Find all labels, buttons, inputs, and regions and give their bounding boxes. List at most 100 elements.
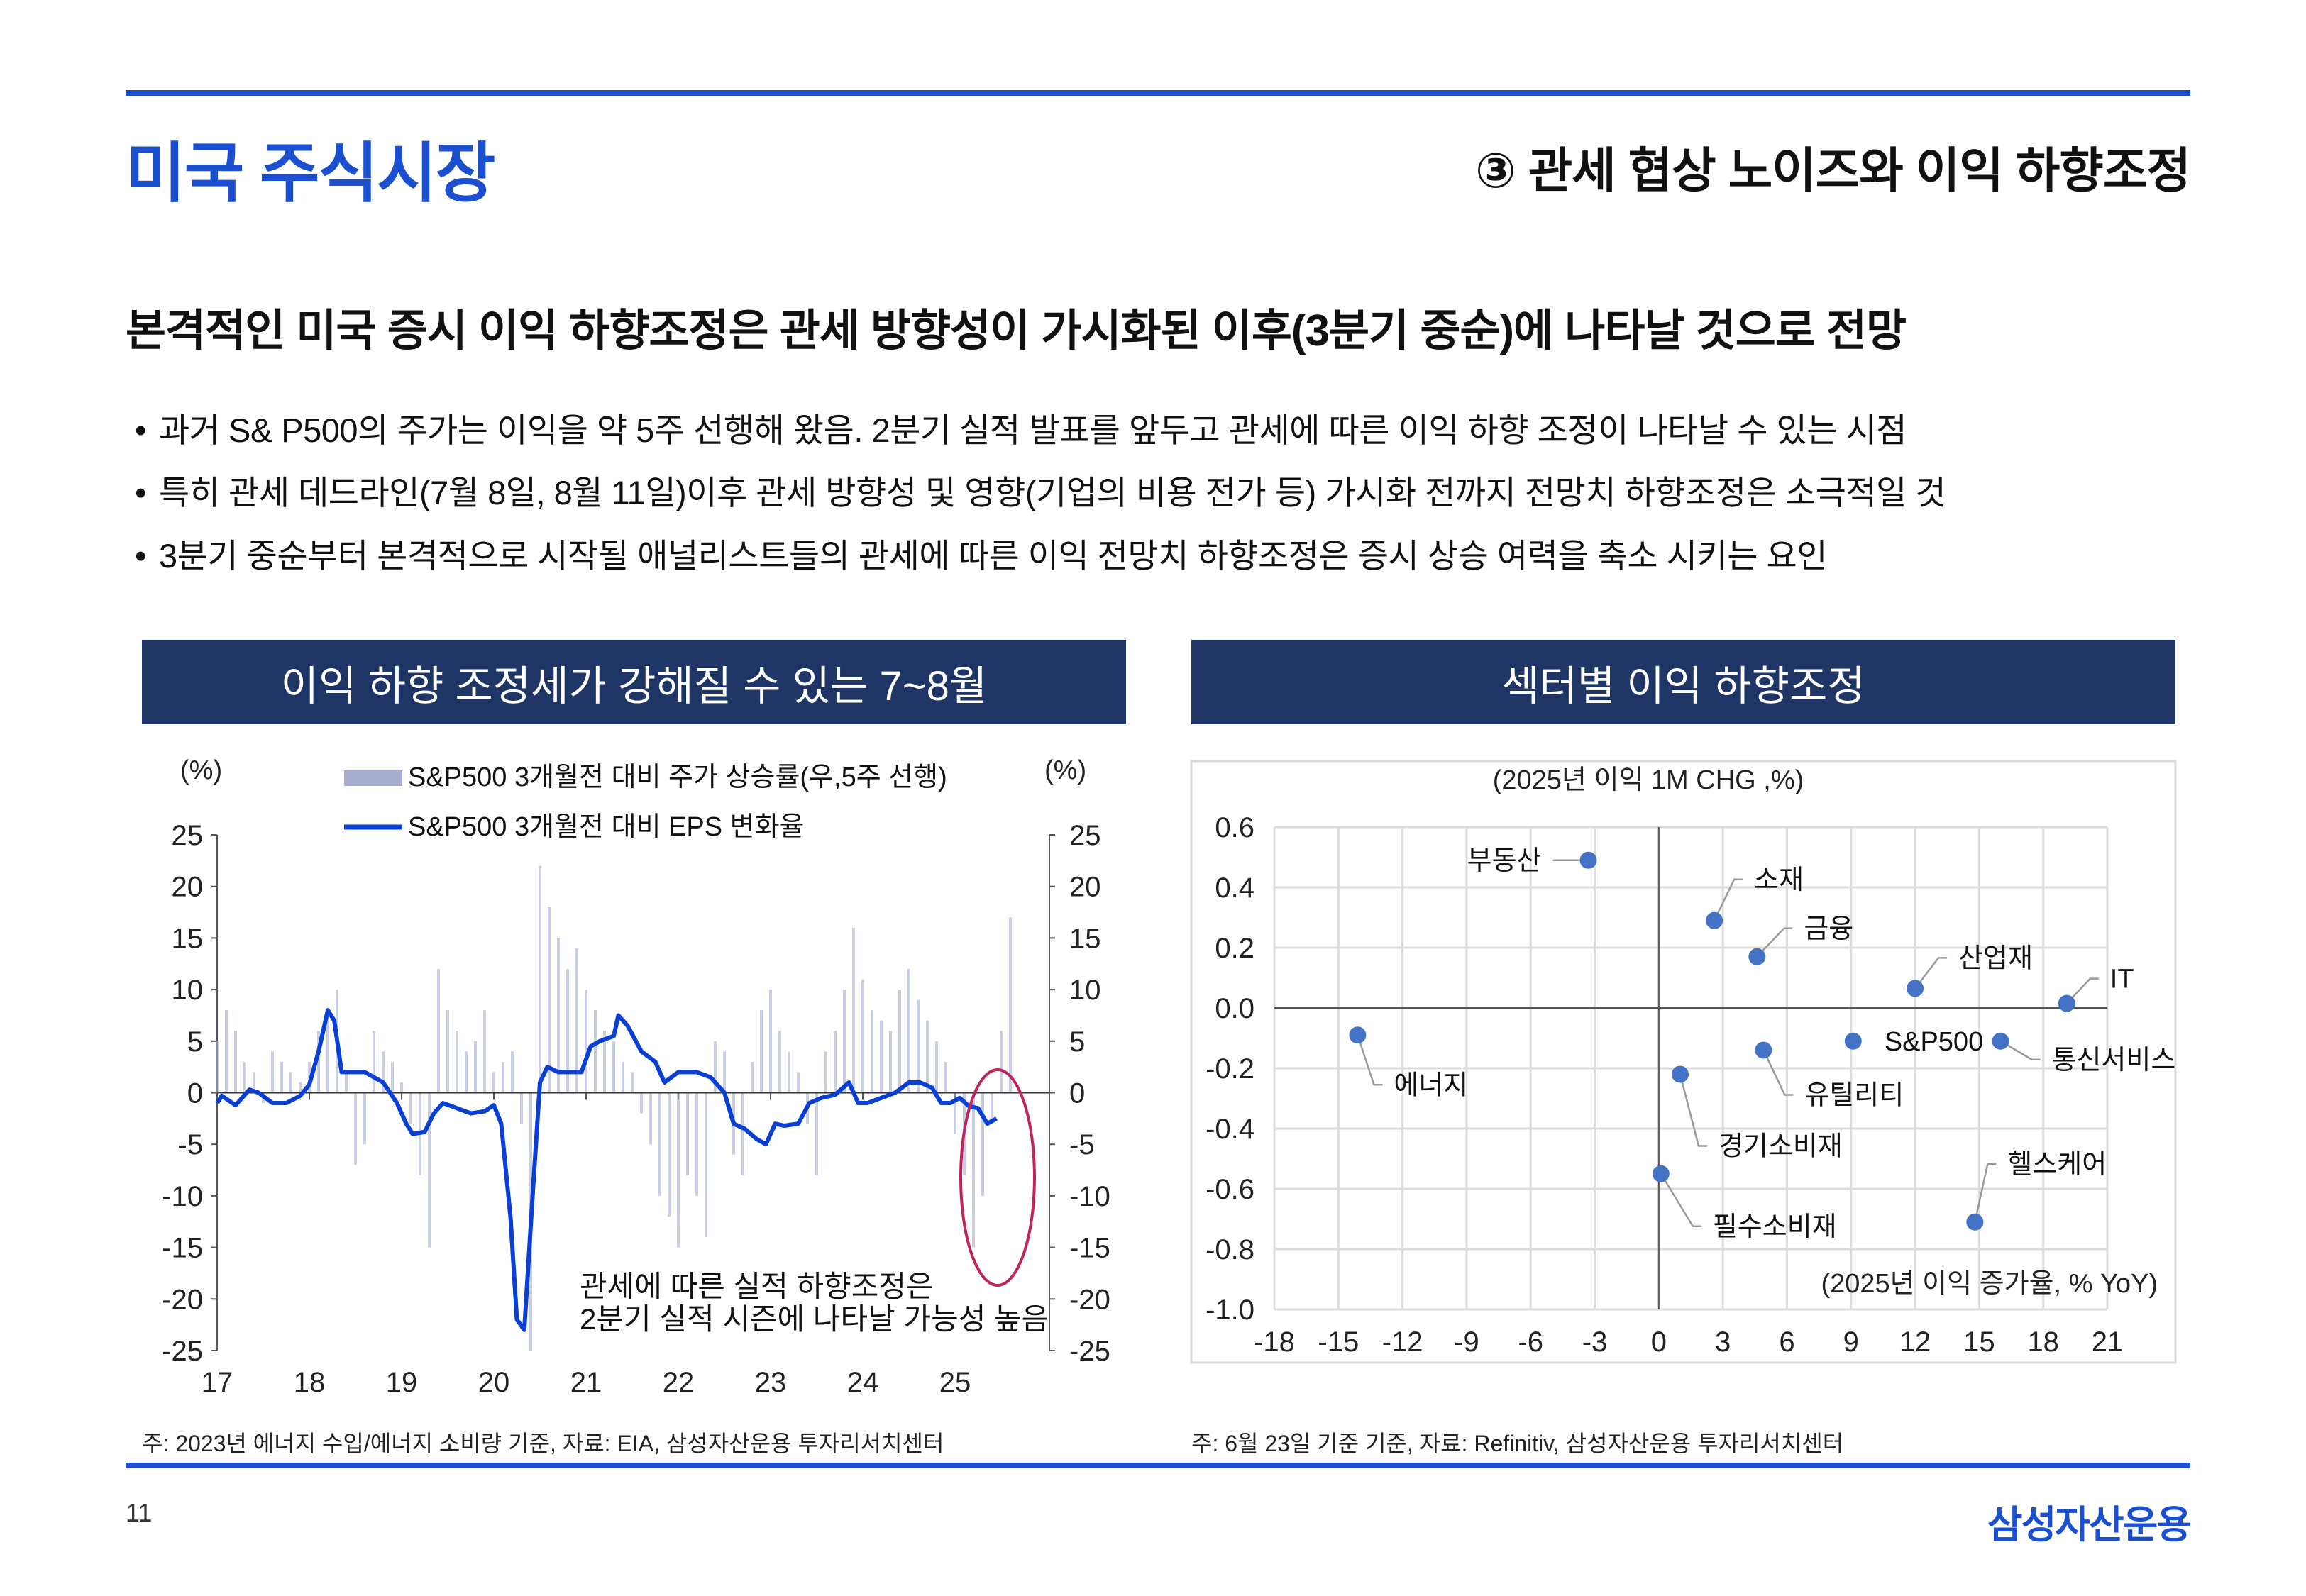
data-point [1579, 851, 1597, 869]
data-point [1755, 1041, 1772, 1059]
x-tick-label: 23 [755, 1367, 787, 1398]
bar [373, 1031, 375, 1093]
point-label: S&P500 [1885, 1027, 1983, 1057]
point-label: 통신서비스 [2051, 1046, 2175, 1075]
bullet-2: 특히 관세 데드라인(7월 8일, 8월 11일)이후 관세 방향성 및 영향(… [135, 465, 1946, 514]
bar [640, 1092, 643, 1114]
x-tick-label: 9 [1843, 1326, 1859, 1358]
bar [889, 1031, 892, 1093]
bar [594, 1010, 597, 1093]
data-point [1844, 1032, 1862, 1050]
bar [502, 1061, 504, 1093]
bar [760, 1010, 763, 1093]
x-tick-label: 17 [202, 1367, 233, 1398]
bar [741, 1092, 744, 1175]
scatter-frame [1190, 760, 2177, 1364]
y-tick-label: 10 [172, 975, 204, 1006]
bar [299, 1082, 302, 1093]
bar [603, 1031, 606, 1093]
right-chart-header: 섹터별 이익 하향조정 [1191, 640, 2175, 724]
data-point [1349, 1026, 1367, 1044]
y-tick-label: -0.8 [1206, 1234, 1254, 1265]
leader-line [1679, 1074, 1707, 1147]
bar [861, 979, 864, 1093]
x-tick-label: -18 [1254, 1326, 1295, 1358]
x-tick-label: -9 [1454, 1326, 1479, 1358]
y-tick-label: 15 [172, 923, 204, 954]
y-tick-label: 5 [187, 1026, 203, 1058]
bar [428, 1092, 431, 1248]
annotation-line-1: 관세에 따른 실적 하향조정은 [580, 1270, 934, 1303]
x-tick-label: 6 [1779, 1326, 1794, 1358]
point-label: 에너지 [1394, 1070, 1468, 1100]
bar [234, 1031, 237, 1093]
y-tick-label: -10 [162, 1181, 203, 1212]
point-label: 필수소비재 [1713, 1212, 1837, 1242]
point-label: 소재 [1754, 865, 1804, 895]
y-tick-label: -25 [162, 1336, 203, 1367]
bar [797, 1072, 800, 1093]
y-tick-label: 0.4 [1215, 872, 1254, 904]
bar [253, 1072, 255, 1093]
y-tick-label: -0.6 [1206, 1174, 1254, 1205]
bar [658, 1092, 661, 1196]
bar [880, 1020, 883, 1093]
x-tick-label: 22 [663, 1367, 695, 1398]
bar [557, 938, 560, 1093]
bar [345, 1072, 348, 1093]
bar [778, 1031, 781, 1093]
x-tick-label: 18 [294, 1367, 326, 1398]
leader-line [1357, 1034, 1383, 1086]
bar [723, 1051, 726, 1093]
line-chart: 25 25 20 20 15 15 10 10 5 5 0 0 -5 -5 -10 -10 -15 -15 -20 -… [162, 755, 1110, 1398]
data-point [1671, 1065, 1689, 1083]
data-point [2058, 994, 2075, 1012]
legend-bar-label: S&P500 3개월전 대비 주가 상승률(우,5주 선행) [408, 763, 947, 792]
bar [400, 1082, 403, 1093]
bar [437, 969, 440, 1093]
bar [575, 948, 578, 1093]
bullet-3: 3분기 중순부터 본격적으로 시작될 애널리스트들의 관세에 따른 이익 전망치… [135, 528, 1828, 577]
bar [917, 999, 920, 1093]
bar [824, 1051, 827, 1093]
leader-line [1660, 1173, 1701, 1227]
legend-line-label: S&P500 3개월전 대비 EPS 변화율 [408, 812, 805, 842]
point-label: 산업재 [1958, 943, 2033, 973]
y-tick-label: -15 [162, 1233, 203, 1264]
bar [456, 1031, 458, 1093]
leader-line [2065, 977, 2099, 1004]
y-tick-label-right: 0 [1069, 1078, 1085, 1109]
leader-line [1974, 1163, 1997, 1223]
bar [511, 1051, 514, 1093]
bar [483, 1010, 486, 1093]
bar [981, 1092, 984, 1196]
bar [677, 1092, 680, 1248]
point-label: IT [2110, 965, 2134, 994]
x-tick-label: 0 [1651, 1326, 1667, 1358]
company-logo: 삼성자산운용 [1987, 1504, 2192, 1546]
bar [216, 1041, 219, 1093]
eps-line [215, 1008, 998, 1332]
bar [520, 1092, 523, 1124]
bar [1009, 917, 1012, 1093]
bar [705, 1092, 707, 1238]
bar [243, 1061, 246, 1093]
bullet-1: 과거 S& P500의 주가는 이익을 약 5주 선행해 왔음. 2분기 실적 … [135, 403, 1907, 452]
point-label: 경기소비재 [1719, 1132, 1843, 1162]
headline: 본격적인 미국 증시 이익 하향조정은 관세 방향성이 가시화된 이후(3분기 … [126, 306, 1907, 355]
x-tick-label: 20 [478, 1367, 510, 1398]
bar [474, 1041, 477, 1093]
y-tick-label-right: -15 [1069, 1233, 1110, 1264]
bar [280, 1061, 283, 1093]
page-title: 미국 주식시장 [126, 138, 495, 210]
bar [354, 1092, 357, 1165]
point-label: 금융 [1804, 914, 1853, 944]
x-tick-label: 19 [386, 1367, 418, 1398]
bar [935, 1041, 938, 1093]
annotation-line-2: 2분기 실적 시즌에 나타날 가능성 높음 [580, 1302, 1049, 1336]
bar [1000, 1031, 1003, 1093]
bar [363, 1092, 366, 1145]
bar [852, 927, 855, 1093]
y-tick-label: 20 [172, 872, 204, 903]
bar [751, 1061, 754, 1093]
